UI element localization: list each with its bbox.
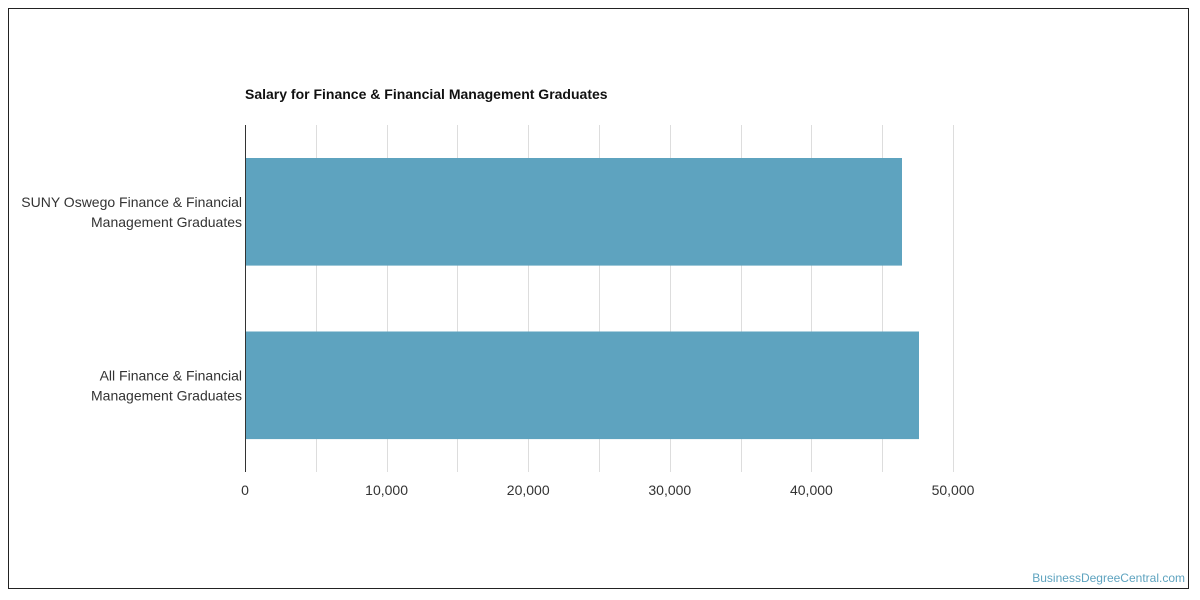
category-label-line: Management Graduates [91,214,242,230]
category-labels: SUNY Oswego Finance & Financial Managemen… [21,194,242,403]
category-label-line: SUNY Oswego Finance & Financial [21,194,242,210]
x-tick-label: 0 [241,482,249,498]
tick-labels: 0 10,000 20,000 30,000 40,000 50,000 [241,482,975,498]
bars-layer [245,158,919,440]
x-tick-label: 50,000 [932,482,975,498]
bar-2 [245,331,919,440]
x-tick-label: 30,000 [648,482,691,498]
x-tick-label: 40,000 [790,482,833,498]
x-tick-label: 10,000 [365,482,408,498]
chart-frame [8,8,1189,589]
bar-1 [245,158,902,266]
category-label-1: SUNY Oswego Finance & Financial Managemen… [21,194,242,230]
category-label-line: All Finance & Financial [100,367,242,383]
credit-text[interactable]: BusinessDegreeCentral.com [1032,571,1185,585]
x-tick-label: 20,000 [507,482,550,498]
category-label-line: Management Graduates [91,387,242,403]
category-label-2: All Finance & Financial Management Gradua… [91,367,242,403]
chart-title: Salary for Finance & Financial Managemen… [245,86,608,102]
